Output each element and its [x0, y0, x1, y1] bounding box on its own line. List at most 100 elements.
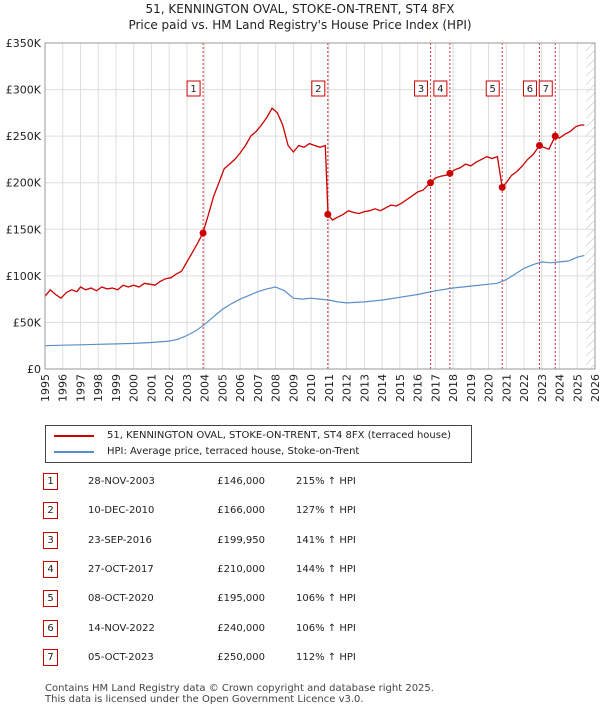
future-hatch — [586, 43, 595, 369]
sale-label-frame — [414, 80, 429, 97]
series-line-property — [44, 107, 585, 300]
sale-row-date: 05-OCT-2023 — [88, 651, 154, 663]
sale-marker — [199, 229, 207, 237]
sale-row-date: 28-NOV-2003 — [88, 476, 155, 487]
sale-row-number: 1 — [43, 473, 58, 490]
x-tick-label: 2025 — [571, 374, 584, 402]
x-tick-label: 2015 — [394, 374, 407, 402]
series-line-hpi — [44, 254, 585, 347]
x-tick-label: 2008 — [270, 374, 283, 402]
sale-row-date: 14-NOV-2022 — [88, 622, 155, 634]
sale-label-box: 7 — [538, 80, 553, 97]
y-tick-label: £350K — [6, 37, 42, 50]
y-tick-label: £250K — [6, 130, 42, 143]
y-tick-label: £50K — [13, 316, 42, 329]
footer: Contains HM Land Registry data © Crown c… — [45, 683, 434, 705]
sale-row-number: 6 — [43, 619, 58, 637]
x-tick-label: 1999 — [110, 374, 123, 402]
sale-label-frame — [433, 80, 448, 97]
sale-row: 7 05-OCT-2023 £250,000 112% ↑ HPI — [0, 648, 600, 669]
chart-subtitle: Price paid vs. HM Land Registry's House … — [128, 18, 472, 32]
sale-row-price: £195,000 — [217, 593, 265, 605]
sale-label-frame — [485, 80, 500, 97]
x-tick-label: 2021 — [500, 374, 513, 402]
footer-copyright: Contains HM Land Registry data © Crown c… — [45, 683, 434, 694]
sale-row: 2 10-DEC-2010 £166,000 127% ↑ HPI — [0, 502, 600, 522]
sale-label-box: 1 — [186, 80, 201, 97]
plot-border — [44, 42, 596, 370]
sale-row-price: £240,000 — [217, 622, 265, 634]
plot-area — [44, 42, 596, 370]
x-tick-label: 2022 — [518, 374, 531, 402]
sale-marker — [427, 179, 435, 187]
x-tick-label: 2017 — [429, 374, 442, 402]
y-tick-label: £200K — [6, 177, 42, 190]
y-tick-label: £100K — [6, 270, 42, 283]
sale-row: 3 23-SEP-2016 £199,950 141% ↑ HPI — [0, 531, 600, 552]
sale-row-price: £250,000 — [217, 651, 265, 663]
x-tick-label: 1998 — [92, 374, 105, 402]
x-tick-label: 2002 — [163, 374, 176, 402]
legend-swatch-hpi — [54, 451, 94, 453]
sale-row-date: 27-OCT-2017 — [88, 563, 154, 575]
x-tick-label: 1996 — [57, 374, 70, 402]
sale-row-number: 5 — [43, 590, 58, 608]
sale-row: 4 27-OCT-2017 £210,000 144% ↑ HPI — [0, 560, 600, 581]
legend-label-hpi: HPI: Average price, terraced house, Stok… — [107, 446, 360, 457]
sale-label-number: 3 — [418, 84, 424, 95]
x-tick-label: 2019 — [465, 374, 478, 402]
sale-label-box: 2 — [311, 80, 326, 97]
sale-row-hpi: 106% ↑ HPI — [296, 593, 356, 605]
x-tick-label: 2026 — [589, 374, 600, 402]
legend-swatch-property — [54, 435, 94, 437]
sale-row-price: £210,000 — [217, 563, 265, 575]
sale-row-number: 2 — [43, 502, 58, 520]
sale-row-price: £146,000 — [217, 476, 265, 487]
x-tick-label: 2010 — [305, 374, 318, 402]
legend-label-property: 51, KENNINGTON OVAL, STOKE-ON-TRENT, ST4… — [107, 430, 452, 441]
sale-row: 6 14-NOV-2022 £240,000 106% ↑ HPI — [0, 619, 600, 640]
sale-marker — [446, 169, 454, 177]
sale-label-box: 3 — [414, 80, 429, 97]
chart-title: 51, KENNINGTON OVAL, STOKE-ON-TRENT, ST4… — [145, 2, 455, 16]
price-chart: £0 £50K £100K £150K £200K £250K £300K £350K 1995… — [6, 37, 600, 402]
sale-row-number: 3 — [43, 531, 58, 549]
x-tick-label: 2023 — [536, 374, 549, 402]
x-tick-label: 2012 — [341, 374, 354, 402]
sale-label-number: 7 — [543, 84, 549, 95]
sale-row-date: 23-SEP-2016 — [88, 534, 152, 546]
sale-label-number: 4 — [437, 84, 443, 95]
sale-label-box: 4 — [433, 80, 448, 97]
sale-label-frame — [538, 80, 553, 97]
sale-row-date: 10-DEC-2010 — [88, 505, 155, 517]
sale-label-box: 5 — [485, 80, 500, 97]
footer-licence: This data is licensed under the Open Gov… — [45, 694, 364, 705]
sale-marker — [535, 141, 543, 149]
sale-row-price: £166,000 — [217, 505, 265, 517]
sale-label-frame — [311, 80, 326, 97]
x-tick-label: 1995 — [39, 374, 52, 402]
sale-row-hpi: 144% ↑ HPI — [296, 563, 356, 575]
sale-marker — [498, 183, 506, 191]
sale-marker — [324, 210, 332, 218]
x-tick-label: 2006 — [234, 374, 247, 402]
sale-label-frame — [522, 80, 537, 97]
sale-row-price: £199,950 — [217, 534, 265, 546]
x-tick-label: 2011 — [323, 374, 336, 402]
sale-row-hpi: 215% ↑ HPI — [296, 476, 356, 487]
sale-label-number: 5 — [490, 84, 496, 95]
sale-row: 5 08-OCT-2020 £195,000 106% ↑ HPI — [0, 590, 600, 610]
sale-row: 1 28-NOV-2003 £146,000 215% ↑ HPI — [0, 473, 600, 493]
sale-row-hpi: 141% ↑ HPI — [296, 534, 356, 546]
x-tick-label: 2007 — [252, 374, 265, 402]
sale-row-hpi: 112% ↑ HPI — [296, 651, 356, 663]
x-tick-label: 2005 — [216, 374, 229, 402]
y-tick-label: £300K — [6, 84, 42, 97]
x-tick-label: 2016 — [412, 374, 425, 402]
sale-label-number: 6 — [527, 84, 533, 95]
sale-row-hpi: 127% ↑ HPI — [296, 505, 356, 517]
x-tick-label: 2009 — [287, 374, 300, 402]
sale-label-number: 2 — [315, 84, 321, 95]
y-tick-label: £150K — [6, 223, 42, 236]
sale-label-box: 6 — [522, 80, 537, 97]
